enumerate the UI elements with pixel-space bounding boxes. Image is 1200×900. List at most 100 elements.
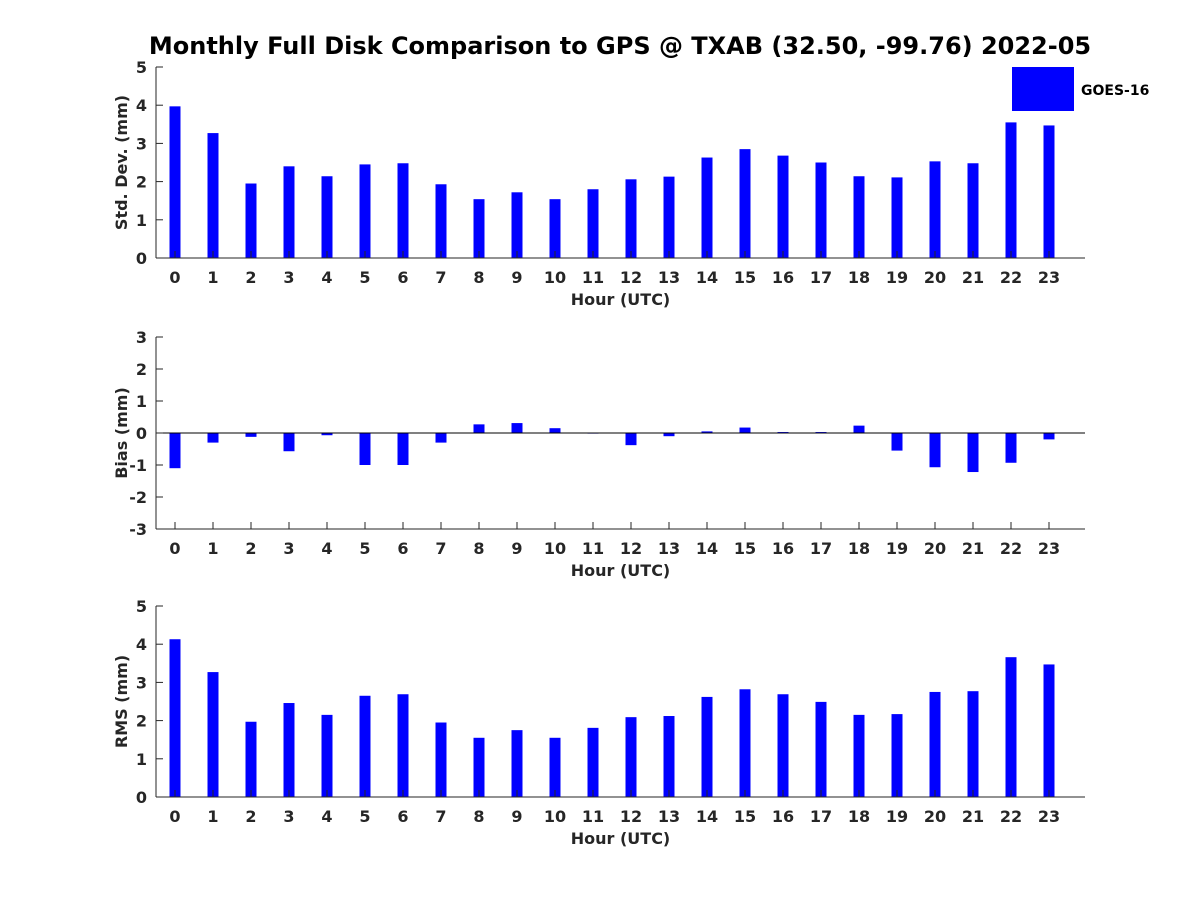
rms-x-tick-label: 10 [544, 807, 566, 826]
rms-x-tick-label: 3 [283, 807, 294, 826]
rms-bar-hour-4 [321, 714, 333, 797]
std-dev-bar-hour-7 [435, 184, 447, 258]
bias-x-tick-label: 7 [435, 539, 446, 558]
std-dev-x-tick-label: 0 [169, 268, 180, 287]
std-dev-x-tick-label: 14 [696, 268, 718, 287]
bias-y-tick-label: -3 [129, 520, 147, 539]
rms-x-tick-label: 11 [582, 807, 604, 826]
bias-bar-hour-9 [511, 423, 523, 433]
bias-y-tick-label: 0 [136, 424, 147, 443]
bias-bar-hour-7 [435, 433, 447, 443]
rms-bar-hour-1 [207, 672, 219, 797]
std-dev-y-axis-label: Std. Dev. (mm) [112, 95, 131, 230]
bias-x-tick-label: 12 [620, 539, 642, 558]
bias-bar-hour-10 [549, 428, 561, 433]
std-dev-x-tick-label: 22 [1000, 268, 1022, 287]
bias-x-tick-label: 18 [848, 539, 870, 558]
std-dev-bar-hour-15 [739, 149, 751, 258]
bias-x-tick-label: 4 [321, 539, 332, 558]
rms-bar-hour-8 [473, 737, 485, 797]
rms-y-tick-label: 0 [136, 788, 147, 807]
bias-bar-hour-23 [1043, 433, 1055, 440]
bias-y-tick-label: -2 [129, 488, 147, 507]
std-dev-x-tick-label: 2 [245, 268, 256, 287]
bias-bar-hour-13 [663, 433, 675, 437]
std-dev-y-tick-label: 5 [136, 58, 147, 77]
std-dev-bar-hour-8 [473, 199, 485, 258]
rms-x-axis-label: Hour (UTC) [571, 829, 671, 848]
bias-x-tick-label: 17 [810, 539, 832, 558]
bias-y-axis-label: Bias (mm) [112, 387, 131, 479]
bias-bar-hour-19 [891, 433, 903, 451]
std-dev-bar-hour-10 [549, 199, 561, 258]
std-dev-bar-hour-20 [929, 161, 941, 258]
rms-x-tick-label: 4 [321, 807, 332, 826]
std-dev-bar-hour-23 [1043, 125, 1055, 258]
std-dev-x-tick-label: 13 [658, 268, 680, 287]
std-dev-x-tick-label: 12 [620, 268, 642, 287]
rms-y-axis-label: RMS (mm) [112, 655, 131, 748]
rms-bar-hour-5 [359, 695, 371, 797]
std-dev-x-tick-label: 10 [544, 268, 566, 287]
rms-bar-hour-3 [283, 703, 295, 797]
rms-bar-hour-18 [853, 714, 865, 797]
rms-x-tick-label: 23 [1038, 807, 1060, 826]
std-dev-bar-hour-18 [853, 176, 865, 258]
rms-x-tick-label: 0 [169, 807, 180, 826]
bias-x-tick-label: 16 [772, 539, 794, 558]
std-dev-x-tick-label: 17 [810, 268, 832, 287]
rms-x-tick-label: 20 [924, 807, 946, 826]
rms-x-tick-label: 18 [848, 807, 870, 826]
std-dev-bar-hour-0 [169, 106, 181, 258]
bias-bar-hour-18 [853, 425, 865, 433]
bias-bar-hour-6 [397, 433, 409, 465]
rms-bar-hour-16 [777, 694, 789, 797]
bias-x-tick-label: 13 [658, 539, 680, 558]
std-dev-bar-hour-14 [701, 157, 713, 258]
legend-swatch-goes-16 [1012, 67, 1074, 111]
rms-bar-hour-7 [435, 722, 447, 797]
bias-bar-hour-22 [1005, 433, 1017, 463]
rms-x-tick-label: 1 [207, 807, 218, 826]
bias-y-tick-label: 2 [136, 360, 147, 379]
bias-x-tick-label: 9 [511, 539, 522, 558]
std-dev-x-tick-label: 16 [772, 268, 794, 287]
bias-x-tick-label: 19 [886, 539, 908, 558]
std-dev-y-tick-label: 2 [136, 173, 147, 192]
bias-x-tick-label: 21 [962, 539, 984, 558]
rms-x-tick-label: 13 [658, 807, 680, 826]
bias-x-tick-label: 1 [207, 539, 218, 558]
rms-bar-hour-9 [511, 730, 523, 797]
std-dev-x-tick-label: 8 [473, 268, 484, 287]
rms-bar-hour-15 [739, 689, 751, 797]
std-dev-bar-hour-19 [891, 177, 903, 258]
rms-bar-hour-17 [815, 701, 827, 797]
std-dev-x-tick-label: 11 [582, 268, 604, 287]
bias-x-axis-label: Hour (UTC) [571, 561, 671, 580]
bias-y-tick-label: 3 [136, 328, 147, 347]
std-dev-x-tick-label: 21 [962, 268, 984, 287]
std-dev-bar-hour-12 [625, 179, 637, 258]
std-dev-x-tick-label: 23 [1038, 268, 1060, 287]
rms-bar-hour-23 [1043, 664, 1055, 797]
rms-bar-hour-13 [663, 716, 675, 797]
bias-bar-hour-14 [701, 431, 713, 433]
std-dev-bar-hour-4 [321, 176, 333, 258]
rms-x-tick-label: 16 [772, 807, 794, 826]
rms-bar-hour-14 [701, 696, 713, 797]
bias-bar-hour-15 [739, 427, 751, 433]
rms-x-tick-label: 14 [696, 807, 718, 826]
bias-bar-hour-2 [245, 433, 257, 437]
rms-x-tick-label: 12 [620, 807, 642, 826]
std-dev-y-tick-label: 3 [136, 134, 147, 153]
chart-title: Monthly Full Disk Comparison to GPS @ TX… [149, 32, 1091, 60]
bias-x-tick-label: 3 [283, 539, 294, 558]
rms-bar-hour-12 [625, 717, 637, 797]
rms-bar-hour-19 [891, 714, 903, 797]
std-dev-bar-hour-17 [815, 162, 827, 258]
rms-y-tick-label: 1 [136, 750, 147, 769]
rms-bar-hour-22 [1005, 657, 1017, 797]
